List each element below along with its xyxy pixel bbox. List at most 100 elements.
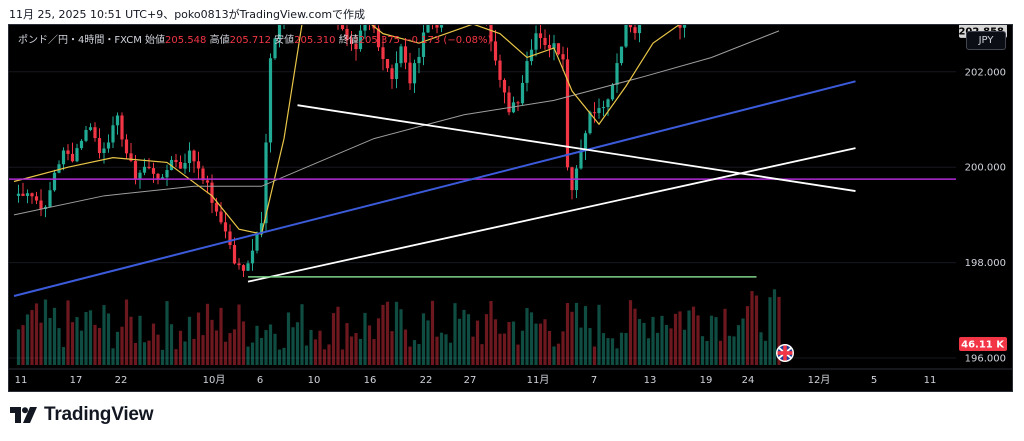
volume-bar [336,306,340,365]
volume-bar [372,339,376,365]
y-tick-label: 202.000 [965,67,1006,78]
volume-bar [219,307,223,365]
candle [394,63,399,80]
candle [16,193,21,196]
candle [124,139,129,154]
volume-bar [57,328,61,365]
candle [399,46,403,64]
candle [493,41,498,61]
volume-bar [66,300,70,365]
candle [30,193,34,197]
volume-bar [619,332,624,365]
volume-bar [187,316,192,365]
volume-bar [453,303,457,365]
candle [534,33,538,50]
candle [183,163,187,169]
volume-bar [385,301,390,365]
volume-bar [313,339,318,365]
volume-bar [169,324,174,365]
volume-bar [129,316,133,365]
volume-bar [192,338,196,365]
volume-bar [615,348,619,365]
volume-bar [421,313,426,365]
volume-bar [439,332,444,365]
volume-bar [390,331,394,365]
price-chart[interactable]: 208.000206.000204.000202.000200.000198.0… [9,25,1012,391]
candle [592,112,597,114]
volume-bar [309,329,313,365]
candle [601,107,606,109]
candle [520,82,525,104]
volume-bar [106,313,111,365]
candle [115,115,120,126]
volume-bar [403,329,408,365]
volume-bar [295,322,300,365]
candle [525,61,529,83]
candle [421,32,426,57]
candle [34,196,39,201]
candle [349,40,354,44]
volume-bar [466,314,471,365]
volume-bar [394,301,399,365]
candle [106,142,111,149]
close-value: 205.375 [358,35,401,46]
volume-bar [687,310,691,365]
x-tick-label: 10 [308,375,321,386]
open-label: 始値 [145,35,166,46]
candle [147,166,151,169]
candle [25,193,30,196]
volume-bar [696,315,700,365]
candle [138,172,142,180]
candle [412,63,417,84]
tradingview-brand[interactable]: TradingView [10,404,154,426]
volume-bar [592,346,597,365]
volume-bar [534,323,538,365]
volume-bar [147,340,151,365]
volume-bar [547,331,552,365]
chart-pane[interactable]: 208.000206.000204.000202.000200.000198.0… [8,24,1013,392]
volume-bar [691,306,696,365]
volume-bar [52,307,57,365]
candle [390,68,394,80]
volume-bar [120,326,124,365]
volume-label: 46.11 K [961,340,1005,351]
candle [241,265,246,271]
symbol-label[interactable]: ポンド／円・4時間・FXCM [18,35,142,46]
brand-name: TradingView [44,404,154,425]
volume-bar [574,302,579,365]
volume-bar [93,324,97,365]
volume-bar [255,325,259,365]
volume-bar [48,317,52,365]
volume-bar [637,319,642,365]
volume-bar [201,335,205,365]
candle [205,180,210,183]
candle [142,166,147,173]
x-tick-label: 17 [70,375,83,386]
candle [228,231,232,246]
volume-bar [741,318,745,365]
candle [556,43,561,55]
volume-bar [300,304,304,365]
candle [579,150,583,169]
volume-bar [624,332,628,365]
volume-bar [133,342,138,365]
volume-bar [277,349,282,365]
candle [61,150,66,165]
currency-button[interactable]: JPY [966,31,1006,50]
volume-bar [601,333,606,365]
volume-bar [673,313,678,365]
volume-bar [682,329,687,365]
volume-bar [264,330,268,365]
volume-bar [664,324,669,365]
volume-bar [70,322,75,365]
candle [169,159,174,171]
candle [385,59,390,69]
candle [120,115,124,140]
volume-bar [498,333,502,365]
ma-slow-line [13,30,780,216]
volume-bar [34,303,39,365]
volume-bar [142,342,147,365]
volume-bar [502,333,507,365]
volume-bar [282,347,286,365]
candle [561,54,565,60]
